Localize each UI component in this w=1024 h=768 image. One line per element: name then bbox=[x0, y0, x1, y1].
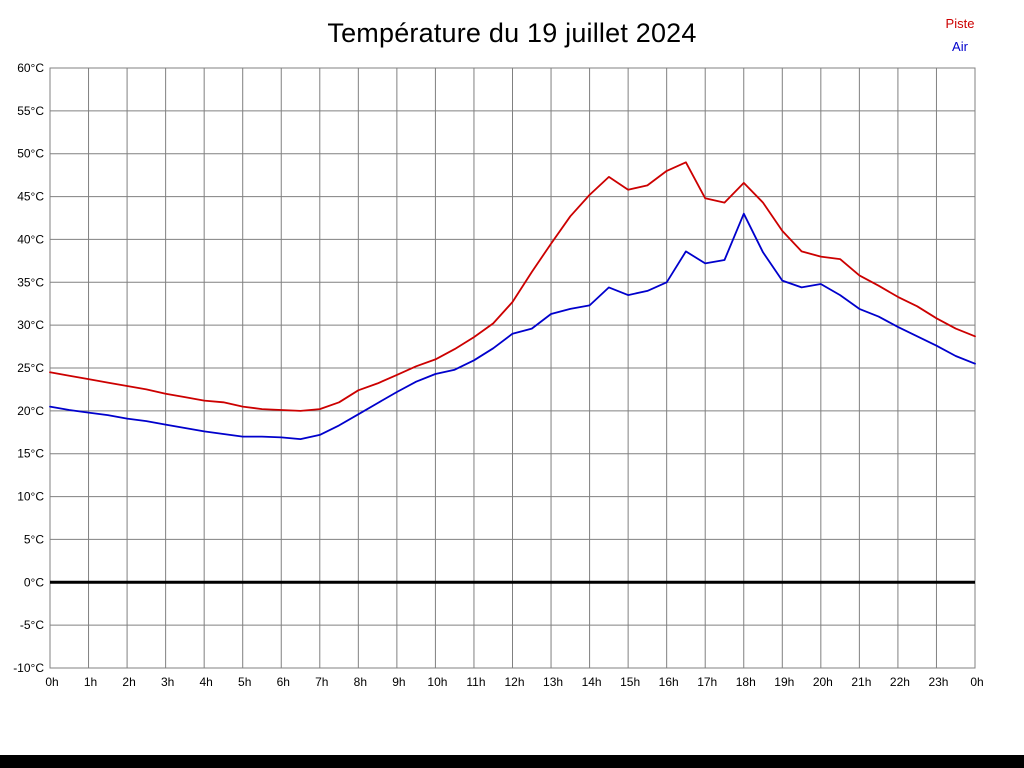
x-tick-label: 0h bbox=[970, 675, 983, 689]
x-tick-label: 5h bbox=[238, 675, 251, 689]
chart-title: Température du 19 juillet 2024 bbox=[327, 18, 697, 48]
legend-piste: Piste bbox=[945, 16, 975, 31]
y-tick-label: 5°C bbox=[24, 532, 44, 546]
bottom-bar bbox=[0, 755, 1024, 768]
x-tick-label: 20h bbox=[813, 675, 833, 689]
x-tick-label: 1h bbox=[84, 675, 97, 689]
y-tick-label: 55°C bbox=[17, 104, 44, 118]
series-line-piste bbox=[49, 161, 976, 412]
y-tick-label: 60°C bbox=[17, 61, 44, 75]
x-tick-label: 6h bbox=[277, 675, 290, 689]
x-tick-label: 16h bbox=[659, 675, 679, 689]
x-tick-label: 14h bbox=[582, 675, 602, 689]
y-tick-label: 50°C bbox=[17, 147, 44, 161]
x-tick-label: 21h bbox=[851, 675, 871, 689]
x-tick-label: 9h bbox=[392, 675, 405, 689]
y-tick-label: -10°C bbox=[13, 661, 44, 675]
x-tick-label: 2h bbox=[122, 675, 135, 689]
y-tick-label: 10°C bbox=[17, 490, 44, 504]
y-tick-label: 45°C bbox=[17, 190, 44, 204]
y-tick-label: 40°C bbox=[17, 232, 44, 246]
y-tick-label: 15°C bbox=[17, 447, 44, 461]
series-line-air bbox=[49, 212, 976, 441]
x-tick-label: 7h bbox=[315, 675, 328, 689]
plot-frame bbox=[49, 67, 976, 669]
y-tick-label: 30°C bbox=[17, 318, 44, 332]
x-tick-label: 8h bbox=[354, 675, 367, 689]
x-tick-label: 12h bbox=[504, 675, 524, 689]
x-tick-label: 19h bbox=[774, 675, 794, 689]
x-tick-label: 0h bbox=[45, 675, 58, 689]
x-tick-label: 11h bbox=[466, 675, 485, 689]
x-tick-label: 22h bbox=[890, 675, 910, 689]
y-tick-label: 35°C bbox=[17, 275, 44, 289]
x-tick-label: 23h bbox=[928, 675, 948, 689]
x-tick-label: 17h bbox=[697, 675, 717, 689]
x-tick-label: 3h bbox=[161, 675, 174, 689]
y-tick-label: 0°C bbox=[24, 575, 44, 589]
y-tick-label: 25°C bbox=[17, 361, 44, 375]
x-tick-label: 10h bbox=[427, 675, 447, 689]
chart-legend: Piste Air bbox=[934, 12, 986, 58]
x-tick-label: 18h bbox=[736, 675, 756, 689]
x-tick-label: 15h bbox=[620, 675, 640, 689]
legend-air: Air bbox=[952, 39, 968, 54]
y-tick-label: 20°C bbox=[17, 404, 44, 418]
y-tick-label: -5°C bbox=[20, 618, 44, 632]
x-tick-label: 13h bbox=[543, 675, 563, 689]
x-tick-label: 4h bbox=[199, 675, 212, 689]
